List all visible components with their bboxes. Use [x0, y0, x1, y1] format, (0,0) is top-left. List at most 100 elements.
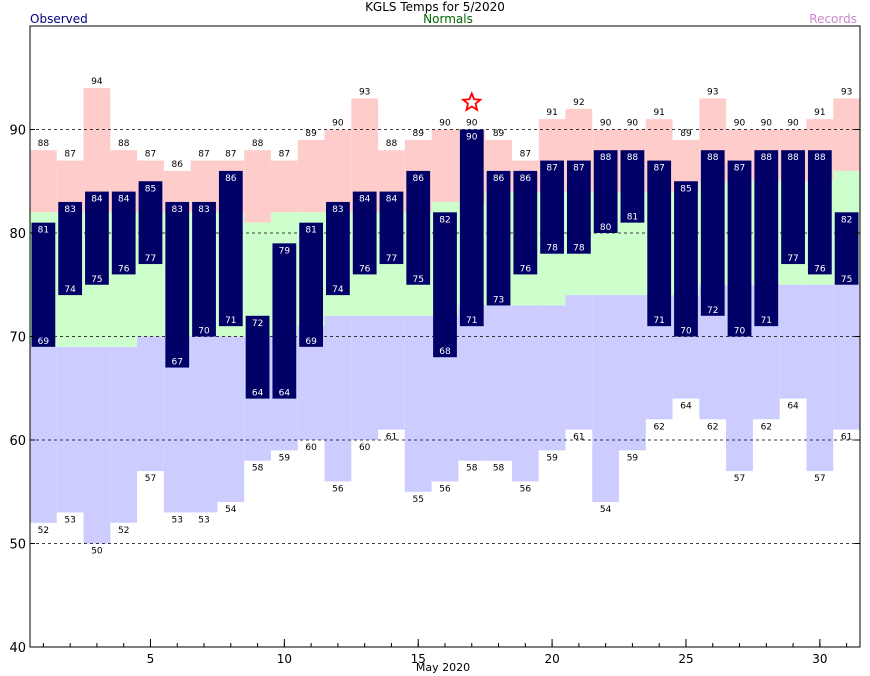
record-low-label: 53 [172, 515, 183, 525]
record-low-label: 64 [787, 402, 799, 412]
record-high-band [324, 129, 352, 213]
record-low-label: 57 [814, 474, 825, 484]
observed-low-label: 80 [600, 223, 612, 233]
x-tick-label: 15 [411, 652, 426, 666]
record-low-band [378, 315, 405, 430]
record-low-label: 58 [493, 464, 505, 474]
observed-low-label: 77 [386, 254, 397, 264]
observed-bars-layer [31, 129, 859, 399]
record-low-band [619, 295, 646, 451]
record-low-label: 62 [653, 422, 664, 432]
legend-normals: Normals [423, 12, 473, 26]
observed-bar [620, 150, 645, 223]
observed-high-label: 86 [520, 174, 532, 184]
observed-bar [406, 170, 431, 285]
data-labels-layer: 88 52 81 69 87 53 83 74 94 50 84 75 88 52 84 76 87 57 85 77… [38, 77, 853, 556]
record-high-label: 90 [627, 119, 639, 129]
record-low-label: 59 [279, 453, 291, 463]
record-high-label: 87 [225, 150, 236, 160]
record-low-label: 62 [707, 422, 718, 432]
record-high-label: 93 [841, 87, 852, 97]
observed-bar [781, 150, 805, 265]
x-tick-label: 5 [147, 652, 155, 666]
observed-high-label: 83 [198, 205, 209, 215]
observed-bar [272, 243, 297, 399]
record-low-label: 56 [439, 484, 451, 494]
record-high-label: 91 [653, 108, 664, 118]
record-low-label: 53 [64, 515, 75, 525]
observed-low-label: 67 [172, 358, 183, 368]
record-low-band [538, 305, 566, 451]
observed-bar [459, 129, 484, 327]
observed-high-label: 81 [38, 226, 49, 236]
observed-high-label: 88 [600, 153, 612, 163]
observed-bar [700, 150, 725, 316]
observed-low-label: 68 [439, 347, 451, 357]
observed-high-label: 86 [493, 174, 505, 184]
observed-low-label: 77 [145, 254, 156, 264]
record-high-label: 90 [787, 119, 799, 129]
record-low-label: 56 [332, 484, 344, 494]
record-high-label: 87 [64, 150, 75, 160]
x-axis-label: May 2020 [415, 661, 471, 674]
observed-low-label: 72 [707, 306, 718, 316]
record-low-label: 61 [841, 433, 852, 443]
observed-low-label: 71 [761, 316, 772, 326]
record-high-label: 93 [707, 87, 718, 97]
record-low-band [485, 305, 512, 461]
record-high-label: 87 [279, 150, 290, 160]
observed-low-label: 76 [814, 264, 826, 274]
record-low-band [30, 346, 57, 523]
observed-bar [85, 191, 109, 285]
observed-low-label: 70 [680, 327, 692, 337]
observed-high-label: 79 [279, 246, 291, 256]
record-high-label: 92 [573, 98, 584, 108]
record-low-label: 57 [734, 474, 745, 484]
observed-bar [566, 160, 591, 254]
x-tick-label: 20 [544, 652, 559, 666]
observed-bar [111, 191, 136, 275]
record-low-band [217, 336, 245, 503]
observed-low-label: 76 [520, 264, 532, 274]
x-tick-label: 25 [678, 652, 693, 666]
record-low-band [458, 305, 486, 461]
x-tick-label: 10 [277, 652, 292, 666]
record-high-label: 89 [412, 129, 424, 139]
observed-bar [326, 201, 350, 296]
record-high-label: 87 [145, 150, 156, 160]
observed-high-label: 86 [225, 174, 237, 184]
y-tick-label: 40 [9, 641, 26, 656]
observed-low-label: 69 [305, 337, 317, 347]
observed-bar [807, 150, 832, 275]
record-low-label: 57 [145, 474, 156, 484]
observed-bar [486, 170, 511, 306]
observed-low-label: 75 [91, 275, 102, 285]
observed-high-label: 85 [680, 184, 691, 194]
observed-high-label: 86 [412, 174, 424, 184]
record-high-label: 90 [332, 119, 344, 129]
chart-title: KGLS Temps for 5/2020 [365, 0, 505, 14]
observed-high-label: 84 [386, 195, 398, 205]
record-low-label: 53 [198, 515, 209, 525]
observed-high-label: 87 [546, 164, 557, 174]
observed-bar [754, 150, 779, 327]
observed-bar [192, 201, 216, 337]
legend-observed: Observed [30, 12, 88, 26]
observed-low-label: 78 [546, 244, 558, 254]
record-high-label: 88 [38, 139, 50, 149]
record-low-label: 60 [359, 443, 371, 453]
observed-high-label: 81 [305, 226, 316, 236]
observed-high-label: 84 [91, 195, 103, 205]
observed-low-label: 74 [332, 285, 344, 295]
observed-low-label: 70 [734, 327, 746, 337]
observed-high-label: 90 [466, 133, 478, 143]
observed-high-label: 83 [172, 205, 183, 215]
record-high-band [83, 88, 111, 213]
record-high-band [244, 150, 271, 223]
observed-high-label: 87 [734, 164, 745, 174]
record-high-label: 91 [814, 108, 825, 118]
record-star-icon [460, 91, 483, 112]
record-high-label: 89 [305, 129, 317, 139]
observed-bar [245, 315, 270, 399]
